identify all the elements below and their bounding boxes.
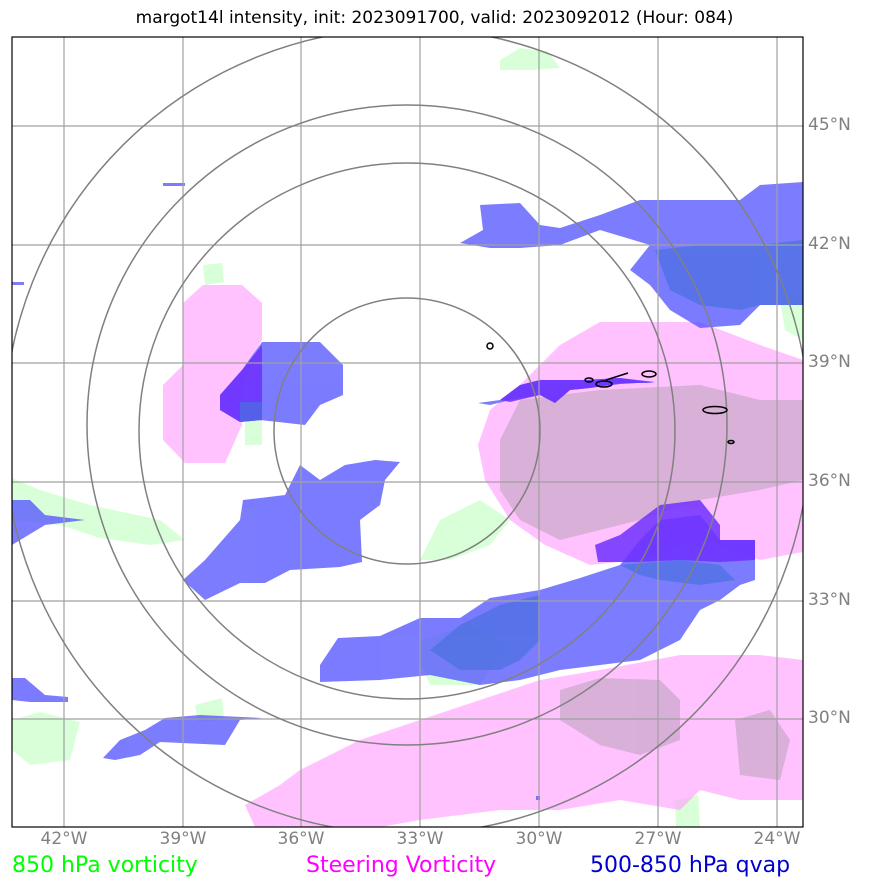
qvap-overlap-muted <box>240 240 803 670</box>
range-rings <box>12 37 803 827</box>
intensity-contours <box>486 342 735 445</box>
range-ring-2 <box>138 162 676 700</box>
lon-label-39w: 39°W <box>159 829 207 849</box>
lat-label-36n: 36°N <box>808 471 851 491</box>
legend-steering-vorticity: Steering Vorticity <box>306 853 497 878</box>
lat-label-39n: 39°N <box>808 352 851 372</box>
lon-label-36w: 36°W <box>277 829 325 849</box>
lon-label-33w: 33°W <box>396 829 444 849</box>
lon-label-24w: 24°W <box>753 829 801 849</box>
range-ring-1 <box>273 297 541 565</box>
map-frame <box>11 36 804 828</box>
range-ring-3 <box>86 104 728 746</box>
map-title: margot14l intensity, init: 2023091700, v… <box>135 8 734 28</box>
lat-label-30n: 30°N <box>808 708 851 728</box>
lat-label-33n: 33°N <box>808 590 851 610</box>
lat-label-42n: 42°N <box>808 234 851 254</box>
legend-qvap: 500-850 hPa qvap <box>590 853 791 878</box>
lat-label-45n: 45°N <box>808 115 851 135</box>
lon-label-42w: 42°W <box>40 829 88 849</box>
lon-label-27w: 27°W <box>634 829 682 849</box>
lon-label-30w: 30°W <box>515 829 563 849</box>
legend-850-vorticity: 850 hPa vorticity <box>12 853 198 878</box>
